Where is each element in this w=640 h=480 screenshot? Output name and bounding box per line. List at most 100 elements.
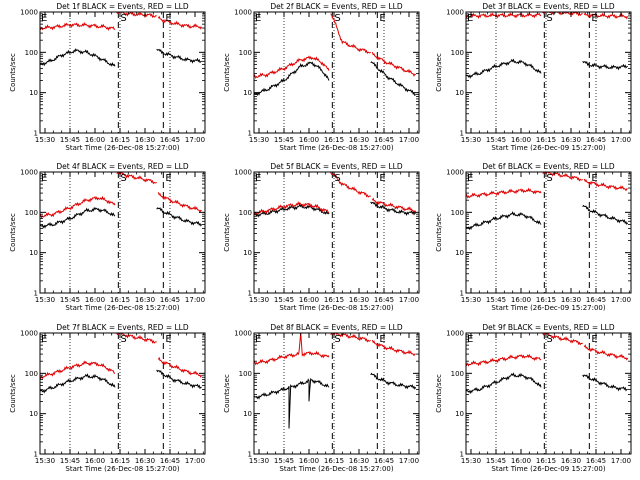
y-tick-label: 100	[239, 49, 252, 57]
y-tick-label: 1	[34, 451, 38, 459]
x-tick-label: 16:15	[324, 136, 344, 144]
x-tick-label: 16:15	[324, 296, 344, 304]
y-tick-label: 1000	[446, 330, 464, 338]
lld-series	[466, 12, 542, 20]
x-tick-label: 17:00	[399, 457, 419, 465]
y-tick-label: 1000	[446, 9, 464, 17]
x-tick-label: 15:30	[35, 457, 55, 465]
events-series	[466, 372, 542, 395]
event-marker-label: E	[41, 173, 47, 184]
lld-series	[371, 339, 416, 357]
panel-5: Det 5f BLACK = Events, RED = LLD 1 10 100 10…	[223, 162, 420, 312]
y-tick-label: 10	[455, 89, 464, 97]
marker-e-label: E	[591, 13, 597, 24]
y-tick-label: 10	[243, 410, 252, 418]
plot-frame	[39, 332, 206, 455]
panel-9: Det 9f BLACK = Events, RED = LLD 1 10 100 10…	[435, 323, 632, 473]
x-tick-label: 15:45	[60, 136, 80, 144]
x-tick-label: 17:00	[611, 296, 631, 304]
y-tick-label: 100	[451, 370, 464, 378]
y-axis-label: Counts/sec	[435, 374, 443, 413]
panel-title: Det 5f BLACK = Events, RED = LLD	[270, 162, 403, 171]
panel-title: Det 1f BLACK = Events, RED = LLD	[56, 2, 189, 11]
marker-s-label: S	[120, 13, 126, 24]
marker-s-label: S	[546, 173, 552, 184]
lld-series	[330, 333, 371, 343]
x-axis-label: Start Time (26-Dec-08 15:27:00)	[279, 304, 393, 312]
y-tick-label: 100	[25, 209, 38, 217]
x-axis-label: Start Time (26-Dec-08 15:27:00)	[279, 465, 393, 473]
marker-e-label: E	[591, 173, 597, 184]
y-tick-label: 1	[248, 451, 252, 459]
x-tick-label: 16:15	[110, 296, 130, 304]
y-tick-label: 100	[239, 209, 252, 217]
y-axis-label: Counts/sec	[223, 213, 231, 252]
x-tick-label: 15:30	[249, 457, 269, 465]
x-tick-label: 16:30	[561, 136, 581, 144]
panel-title: Det 3f BLACK = Events, RED = LLD	[482, 2, 615, 11]
y-axis-label: Counts/sec	[9, 213, 17, 252]
x-tick-label: 16:15	[110, 457, 130, 465]
plot-frame	[39, 11, 206, 134]
y-tick-label: 1000	[20, 9, 38, 17]
panel-4: Det 4f BLACK = Events, RED = LLD 1 10 100 10…	[9, 162, 206, 312]
panel-title: Det 8f BLACK = Events, RED = LLD	[270, 323, 403, 332]
lld-series	[40, 21, 116, 32]
event-marker-label: E	[41, 334, 47, 345]
marker-s-label: S	[120, 173, 126, 184]
events-series	[254, 377, 330, 429]
y-tick-label: 1000	[234, 330, 252, 338]
events-series	[582, 204, 629, 226]
x-tick-label: 16:30	[561, 457, 581, 465]
x-tick-label: 16:45	[586, 457, 606, 465]
event-marker-label: E	[41, 13, 47, 24]
event-marker-label: E	[255, 173, 261, 184]
x-tick-label: 16:00	[511, 457, 531, 465]
x-tick-label: 16:45	[374, 457, 394, 465]
marker-e-label: E	[165, 334, 171, 345]
x-tick-label: 16:30	[349, 457, 369, 465]
x-tick-label: 16:00	[299, 136, 319, 144]
lld-series	[157, 192, 202, 213]
events-series	[466, 211, 542, 231]
y-axis-label: Counts/sec	[9, 53, 17, 92]
panel-8: Det 8f BLACK = Events, RED = LLD 1 10 100 10…	[223, 323, 420, 473]
plot-frame	[253, 171, 420, 294]
event-marker-label: E	[467, 334, 473, 345]
x-tick-label: 16:00	[511, 136, 531, 144]
x-tick-label: 17:00	[611, 136, 631, 144]
x-tick-label: 16:45	[160, 296, 180, 304]
x-tick-label: 16:00	[85, 296, 105, 304]
marker-s-label: S	[334, 13, 340, 24]
y-tick-label: 100	[451, 209, 464, 217]
events-series	[582, 60, 628, 71]
y-tick-label: 1000	[234, 169, 252, 177]
lld-series	[157, 15, 203, 30]
x-tick-label: 15:30	[35, 136, 55, 144]
y-tick-label: 1	[248, 130, 252, 138]
x-tick-label: 16:30	[349, 136, 369, 144]
marker-s-label: S	[334, 334, 340, 345]
lld-series	[466, 353, 542, 367]
x-tick-label: 15:30	[461, 296, 481, 304]
x-tick-label: 16:30	[135, 457, 155, 465]
lld-series	[254, 333, 330, 366]
panel-title: Det 4f BLACK = Events, RED = LLD	[56, 162, 189, 171]
marker-e-label: E	[165, 173, 171, 184]
x-tick-label: 15:45	[274, 296, 294, 304]
y-axis-label: Counts/sec	[435, 53, 443, 92]
lld-series	[157, 356, 203, 378]
lld-series	[330, 13, 371, 55]
x-tick-label: 17:00	[399, 296, 419, 304]
x-tick-label: 15:30	[35, 296, 55, 304]
x-axis-label: Start Time (26-Dec-08 15:27:00)	[65, 304, 179, 312]
panel-title: Det 9f BLACK = Events, RED = LLD	[482, 323, 615, 332]
y-tick-label: 1	[34, 290, 38, 298]
y-tick-label: 10	[29, 89, 38, 97]
x-tick-label: 17:00	[611, 457, 631, 465]
panel-title: Det 6f BLACK = Events, RED = LLD	[482, 162, 615, 171]
lld-series	[254, 201, 330, 216]
x-tick-label: 15:45	[486, 457, 506, 465]
